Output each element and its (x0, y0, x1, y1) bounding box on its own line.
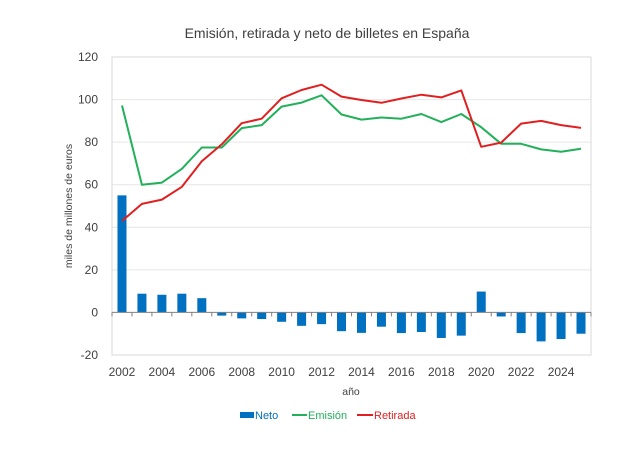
bar-neto-2020 (476, 291, 486, 313)
bar-neto-2003 (137, 293, 147, 313)
x-tick-label: 2012 (308, 365, 335, 379)
x-tick-label: 2016 (388, 365, 415, 379)
y-tick-label: 40 (85, 220, 99, 234)
y-tick-label: 20 (85, 263, 99, 277)
legend: Neto Emisión Retirada (240, 410, 416, 422)
legend-swatch-neto (240, 412, 254, 418)
x-axis-label: año (342, 386, 360, 398)
bar-neto-2016 (396, 312, 406, 334)
legend-item-retirada[interactable]: Retirada (357, 410, 416, 422)
x-tick-label: 2014 (348, 365, 375, 379)
bar-neto-2015 (376, 312, 386, 327)
bar-neto-2024 (556, 312, 566, 340)
bar-neto-2018 (436, 312, 446, 338)
bar-neto-2002 (117, 195, 127, 313)
bar-neto-2023 (536, 312, 546, 342)
y-tick-label: -20 (81, 348, 99, 362)
bar-neto-2021 (496, 312, 506, 317)
chart-title: Emisión, retirada y neto de billetes en … (185, 25, 470, 41)
bar-neto-2009 (257, 312, 267, 320)
x-tick-label: 2004 (149, 365, 176, 379)
line-retirada (121, 83, 582, 222)
bar-neto-2013 (337, 312, 347, 332)
bar-neto-2011 (297, 312, 307, 326)
plot-area-border (111, 56, 592, 356)
legend-label-emision: Emisión (308, 410, 347, 422)
legend-label-retirada: Retirada (374, 410, 416, 422)
bar-neto-2014 (356, 312, 366, 333)
bar-neto-2019 (456, 312, 466, 336)
bar-neto-2022 (516, 312, 526, 334)
x-tick-label: 2018 (428, 365, 455, 379)
bar-neto-2012 (317, 312, 327, 325)
x-tick-label: 2020 (468, 365, 495, 379)
neto-bars (117, 195, 586, 342)
bar-neto-2007 (217, 312, 227, 316)
x-tick-label: 2022 (508, 365, 535, 379)
y-tick-label: 80 (85, 135, 99, 149)
line-emisin (121, 94, 582, 186)
series-lines (121, 83, 582, 222)
y-tick-label: 100 (78, 93, 98, 107)
bar-neto-2008 (237, 312, 247, 319)
bar-neto-2005 (177, 293, 187, 313)
legend-item-neto[interactable]: Neto (240, 410, 278, 422)
x-tick-label: 2010 (268, 365, 295, 379)
y-tick-labels: -20 0 20 40 60 80 100 120 (78, 50, 98, 362)
y-tick-label: 0 (91, 305, 98, 319)
x-tick-label: 2008 (228, 365, 255, 379)
x-tick-label: 2006 (188, 365, 215, 379)
bar-neto-2017 (416, 312, 426, 333)
bar-neto-2006 (197, 298, 207, 313)
bar-neto-2010 (277, 312, 287, 322)
bar-neto-2025 (576, 312, 586, 334)
bar-neto-2004 (157, 294, 167, 313)
y-tick-label: 120 (78, 50, 98, 64)
x-tick-label: 2002 (109, 365, 136, 379)
x-tick-marks (111, 312, 592, 317)
legend-item-emision[interactable]: Emisión (292, 410, 347, 422)
x-tick-labels: 2002 2004 2006 2008 2010 2012 2014 2016 2018 2020… (109, 365, 575, 379)
y-tick-label: 60 (85, 178, 99, 192)
x-tick-label: 2024 (548, 365, 575, 379)
legend-label-neto: Neto (255, 410, 278, 422)
y-axis-label: miles de millones de euros (63, 144, 75, 268)
